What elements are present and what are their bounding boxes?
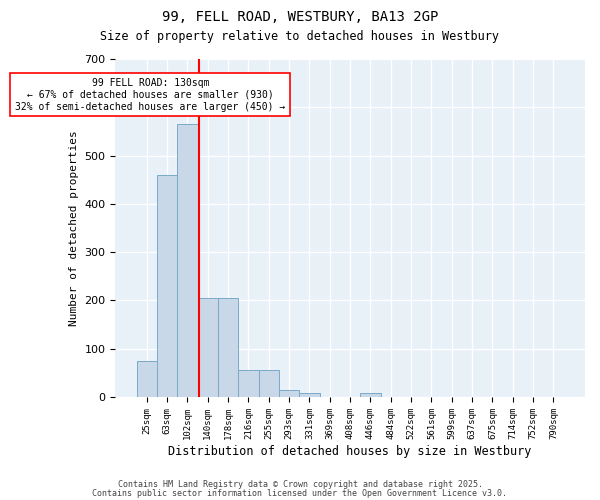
Text: 99 FELL ROAD: 130sqm
← 67% of detached houses are smaller (930)
32% of semi-deta: 99 FELL ROAD: 130sqm ← 67% of detached h… [16, 78, 286, 112]
Bar [299, 393, 320, 397]
Bar [259, 370, 279, 397]
Y-axis label: Number of detached properties: Number of detached properties [69, 130, 79, 326]
Bar [157, 175, 178, 397]
Bar [361, 393, 380, 397]
Bar [178, 124, 197, 397]
Text: 99, FELL ROAD, WESTBURY, BA13 2GP: 99, FELL ROAD, WESTBURY, BA13 2GP [162, 10, 438, 24]
Bar [279, 390, 299, 397]
Bar [218, 298, 238, 397]
X-axis label: Distribution of detached houses by size in Westbury: Distribution of detached houses by size … [169, 444, 532, 458]
Bar [238, 370, 259, 397]
Text: Size of property relative to detached houses in Westbury: Size of property relative to detached ho… [101, 30, 499, 43]
Bar [137, 361, 157, 397]
Text: Contains HM Land Registry data © Crown copyright and database right 2025.: Contains HM Land Registry data © Crown c… [118, 480, 482, 489]
Bar [197, 298, 218, 397]
Text: Contains public sector information licensed under the Open Government Licence v3: Contains public sector information licen… [92, 489, 508, 498]
